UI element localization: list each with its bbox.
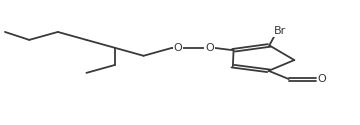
Text: O: O	[205, 43, 214, 53]
Text: Br: Br	[274, 26, 286, 36]
Text: O: O	[174, 43, 183, 53]
Text: O: O	[318, 74, 327, 84]
